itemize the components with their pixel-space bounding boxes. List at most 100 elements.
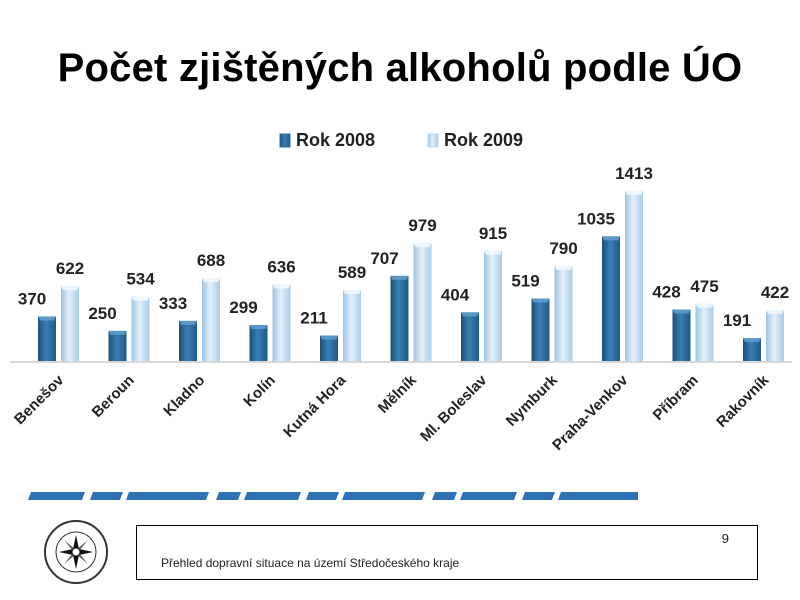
legend-label: Rok 2008 xyxy=(296,130,375,150)
data-label: 250 xyxy=(88,304,116,323)
stripe-segment xyxy=(244,492,301,500)
category-label: Rakovník xyxy=(713,371,773,431)
bar-1-3 xyxy=(272,284,291,361)
decorative-stripe xyxy=(28,492,638,500)
data-label: 1413 xyxy=(615,164,653,183)
bar-0-4 xyxy=(320,335,338,361)
data-label: 299 xyxy=(229,298,257,317)
bar-1-10 xyxy=(766,310,784,361)
category-label: Praha-Venkov xyxy=(549,371,632,454)
police-badge-logo xyxy=(44,520,108,584)
bar-0-2 xyxy=(179,320,197,361)
bar-cap-0-1 xyxy=(108,330,127,335)
data-label: 191 xyxy=(723,311,751,330)
bar-0-0 xyxy=(38,316,56,361)
bar-cap-1-8 xyxy=(625,190,643,195)
bar-0-5 xyxy=(390,275,409,361)
data-label: 211 xyxy=(300,309,327,328)
bar-cap-0-5 xyxy=(390,275,409,280)
bar-cap-0-8 xyxy=(602,236,620,241)
bar-cap-1-5 xyxy=(413,243,432,248)
data-label: 404 xyxy=(441,285,470,304)
stripe-segment xyxy=(306,492,339,500)
bar-0-9 xyxy=(672,309,691,361)
stripe-segment xyxy=(126,492,209,500)
bar-0-8 xyxy=(602,236,620,361)
bar-cap-1-6 xyxy=(484,250,502,255)
bar-1-8 xyxy=(625,190,643,361)
bar-1-6 xyxy=(484,250,502,361)
legend-swatch xyxy=(427,133,439,148)
bar-cap-1-10 xyxy=(766,310,784,315)
data-label: 475 xyxy=(690,277,718,296)
category-label: Kutná Hora xyxy=(280,371,350,441)
data-label: 333 xyxy=(159,294,187,313)
data-label: 589 xyxy=(338,263,366,282)
legend-item-0: Rok 2008 xyxy=(279,130,375,150)
plot-area: 370 622 Benešov 250 534 Beroun 333 688 Kladno 299… xyxy=(10,164,792,454)
slide-title: Počet zjištěných alkoholů podle ÚO xyxy=(57,46,743,90)
bar-cap-1-0 xyxy=(61,286,79,291)
data-label: 979 xyxy=(408,216,436,235)
data-label: 915 xyxy=(479,224,507,243)
bar-cap-1-7 xyxy=(554,265,573,270)
data-label: 636 xyxy=(267,257,295,276)
bar-cap-0-6 xyxy=(461,312,479,317)
bar-chart: Rok 2008 Rok 2009 370 622 Benešov 250 534 Bero… xyxy=(10,130,792,454)
bar-1-1 xyxy=(131,296,150,361)
bar-cap-0-7 xyxy=(531,298,550,303)
bar-1-2 xyxy=(202,278,220,361)
footer-text: Přehled dopravní situace na území Středo… xyxy=(161,556,460,570)
data-label: 428 xyxy=(652,282,680,301)
bar-0-1 xyxy=(108,330,127,361)
chart-legend: Rok 2008 Rok 2009 xyxy=(279,130,523,150)
data-label: 707 xyxy=(370,249,398,268)
data-label: 370 xyxy=(18,289,46,308)
footer-box: 9 Přehled dopravní situace na území Stře… xyxy=(136,525,758,580)
data-label: 622 xyxy=(56,259,84,278)
bar-cap-0-0 xyxy=(38,316,56,321)
bar-0-6 xyxy=(461,312,479,361)
data-label: 519 xyxy=(511,272,539,291)
category-label: Ml. Boleslav xyxy=(417,371,491,445)
data-label: 688 xyxy=(197,251,225,270)
bar-cap-1-2 xyxy=(202,278,220,283)
data-label: 422 xyxy=(761,283,789,302)
bar-1-4 xyxy=(343,290,361,361)
stripe-segment xyxy=(460,492,517,500)
bar-0-3 xyxy=(249,324,268,361)
category-label: Nymburk xyxy=(503,371,561,429)
legend-label: Rok 2009 xyxy=(444,130,523,150)
stripe-segment xyxy=(90,492,123,500)
bar-1-7 xyxy=(554,265,573,361)
stripe-segment xyxy=(522,492,555,500)
stripe-segment xyxy=(216,492,241,500)
stripe-segment xyxy=(432,492,457,500)
data-label: 1035 xyxy=(577,209,615,228)
category-label: Benešov xyxy=(11,371,68,428)
bar-cap-1-1 xyxy=(131,296,150,301)
bar-cap-1-3 xyxy=(272,284,291,289)
bar-1-0 xyxy=(61,286,79,361)
bar-cap-0-4 xyxy=(320,335,338,340)
category-label: Kolín xyxy=(240,372,279,411)
bar-cap-0-10 xyxy=(743,338,761,343)
bar-1-9 xyxy=(695,303,714,361)
bar-cap-0-9 xyxy=(672,309,691,314)
bar-cap-0-3 xyxy=(249,324,268,329)
category-label: Kladno xyxy=(160,372,208,420)
legend-swatch xyxy=(279,133,291,148)
bar-0-7 xyxy=(531,298,550,361)
data-label: 534 xyxy=(126,270,155,289)
category-label: Mělník xyxy=(375,371,420,416)
category-label: Příbram xyxy=(650,372,702,424)
bar-1-5 xyxy=(413,243,432,361)
stripe-segment xyxy=(342,492,425,500)
page-number: 9 xyxy=(721,531,729,546)
bar-cap-0-2 xyxy=(179,320,197,325)
stripe-segment xyxy=(28,492,85,500)
category-label: Beroun xyxy=(89,372,138,421)
bar-cap-1-4 xyxy=(343,290,361,295)
bar-cap-1-9 xyxy=(695,303,714,308)
legend-item-1: Rok 2009 xyxy=(427,130,523,150)
